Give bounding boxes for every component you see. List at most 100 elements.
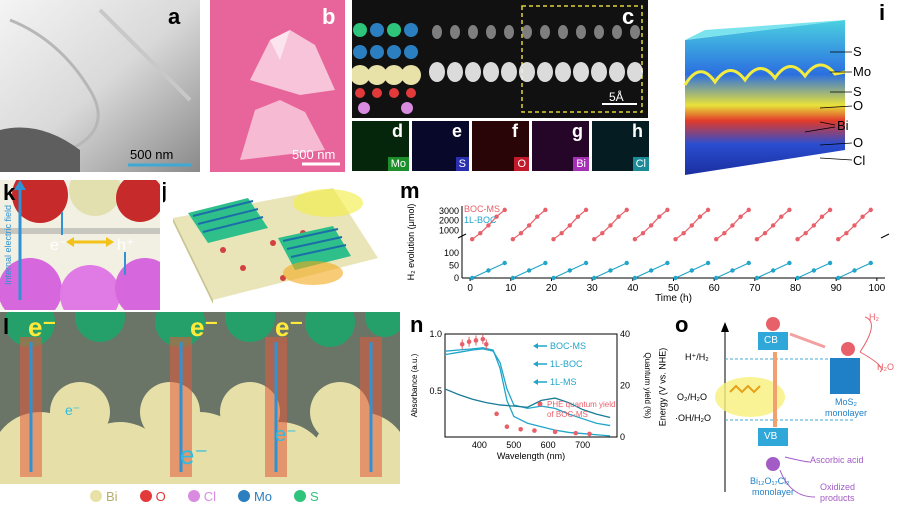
panel-o-h2o: H₂O — [877, 362, 894, 372]
n-ytick-label: 0.5 — [429, 386, 442, 396]
stem-column — [501, 62, 517, 82]
atom-mo — [387, 45, 401, 59]
legend-swatch — [237, 490, 250, 502]
stem-column — [573, 62, 589, 82]
m-point — [738, 214, 743, 219]
panel-o-mos2: MoS₂ — [835, 397, 857, 407]
atom-o — [355, 88, 365, 98]
legend-label: Mo — [253, 488, 273, 504]
n-xtick-label: 600 — [541, 440, 556, 450]
m-point — [502, 207, 507, 213]
m-point — [754, 237, 760, 242]
legend-item: S — [294, 489, 319, 504]
legend-label: S — [310, 488, 319, 504]
panel-l-electron-2: e⁻ — [190, 312, 219, 342]
panel-l-electron-3: e⁻ — [275, 312, 304, 342]
legend-swatch — [139, 490, 152, 502]
m-point — [730, 223, 735, 228]
n-qy-point — [504, 424, 510, 429]
n-legend-label: of BOC-MS — [547, 410, 588, 419]
m-point — [551, 237, 556, 242]
m-point — [770, 223, 776, 228]
panel-g-label: g — [572, 121, 583, 141]
panel-o-h-label: H⁺/H₂ — [685, 352, 709, 362]
atom-bi — [352, 65, 370, 85]
m-point — [689, 268, 695, 273]
m-point — [632, 237, 638, 242]
n-legend-label: BOC-MS — [550, 341, 586, 351]
panel-n: 400 500 600 700 0.5 1.0 0 20 40 Wavelength (nm) Ab… — [405, 312, 655, 487]
m-point — [754, 275, 760, 281]
m-point — [665, 207, 670, 213]
m-xtick-label: 50 — [668, 283, 680, 294]
atom-mo — [404, 45, 418, 59]
m-point — [827, 260, 833, 266]
m-point — [535, 214, 540, 219]
panel-o-cb: CB — [764, 335, 778, 346]
n-series-line — [444, 347, 611, 437]
m-xtick-label: 90 — [831, 283, 843, 294]
legend-label: O — [155, 488, 166, 504]
panel-o-oxidized-1: Oxidized — [820, 482, 856, 492]
panel-o-oxidized-2: products — [820, 493, 855, 503]
m-ytick-label: 50 — [449, 261, 459, 271]
panel-o-oh-label: ·OH/H₂O — [675, 413, 711, 423]
panel-b: b 500 nm — [210, 0, 345, 172]
m-point — [787, 207, 792, 213]
legend-swatch — [187, 490, 200, 502]
panel-h-element: Cl — [632, 157, 649, 171]
stem-column — [519, 62, 535, 82]
n-xtick-label: 700 — [575, 440, 590, 450]
m-point — [624, 207, 629, 213]
m-point — [714, 237, 719, 242]
panel-m: 0 10 20 30 40 50 60 70 80 90 100 1000 2000 3000 0 50 100… — [400, 178, 900, 310]
stem-column — [555, 62, 571, 82]
m-point — [844, 231, 849, 236]
panel-a-label: a — [168, 4, 181, 29]
panel-i-layer-6: Cl — [853, 153, 866, 168]
panel-j: j — [163, 178, 385, 308]
panel-i-layer-0: S — [853, 44, 862, 59]
m-ylabel: H₂ evolution (μmol) — [406, 204, 416, 281]
m-point — [787, 260, 792, 266]
stem-column — [486, 25, 496, 39]
n-qy-point — [587, 431, 592, 437]
atom-mo — [370, 45, 384, 59]
panel-i-layer-3: O — [853, 98, 864, 113]
m-point — [616, 214, 621, 219]
panel-o: o Energy (V vs. NHE) H⁺/H₂ O₂/H₂O ·OH/H₂… — [655, 312, 900, 508]
m-point — [648, 223, 654, 228]
n-ylabel-right: Quantum yield (%) — [643, 352, 652, 419]
panel-o-boc-sub: monolayer — [752, 487, 795, 497]
n-legend-dot — [537, 401, 543, 407]
m-point — [591, 275, 597, 281]
n-qy-point — [494, 411, 499, 417]
panel-o-h2: H₂ — [869, 312, 879, 322]
n-legend-arrowhead — [533, 343, 538, 349]
panel-f-element: O — [514, 157, 529, 171]
m-point — [836, 237, 841, 242]
panel-l-electron-6: e⁻ — [65, 402, 81, 418]
panel-j-image — [173, 188, 378, 304]
m-legend-label: 1L-BOC — [464, 215, 497, 225]
m-point — [575, 214, 581, 219]
n-legend-arrowhead — [533, 379, 538, 385]
panel-e: e S — [412, 121, 469, 171]
m-point — [559, 231, 564, 236]
m-point — [795, 275, 800, 281]
m-point — [795, 237, 800, 242]
n-qy-point — [573, 430, 579, 436]
m-ytick-label: 3000 — [439, 206, 459, 216]
panel-e-label: e — [452, 121, 463, 141]
m-point — [510, 275, 516, 281]
m-xtick-label: 10 — [505, 283, 517, 294]
m-xtick-label: 40 — [627, 283, 639, 294]
m-point — [746, 207, 751, 213]
m-point — [730, 268, 735, 273]
m-point — [478, 231, 483, 236]
panel-i-layer-2: S — [853, 84, 862, 99]
m-point — [510, 237, 516, 242]
panel-l-image — [0, 312, 400, 484]
m-point — [608, 268, 613, 273]
